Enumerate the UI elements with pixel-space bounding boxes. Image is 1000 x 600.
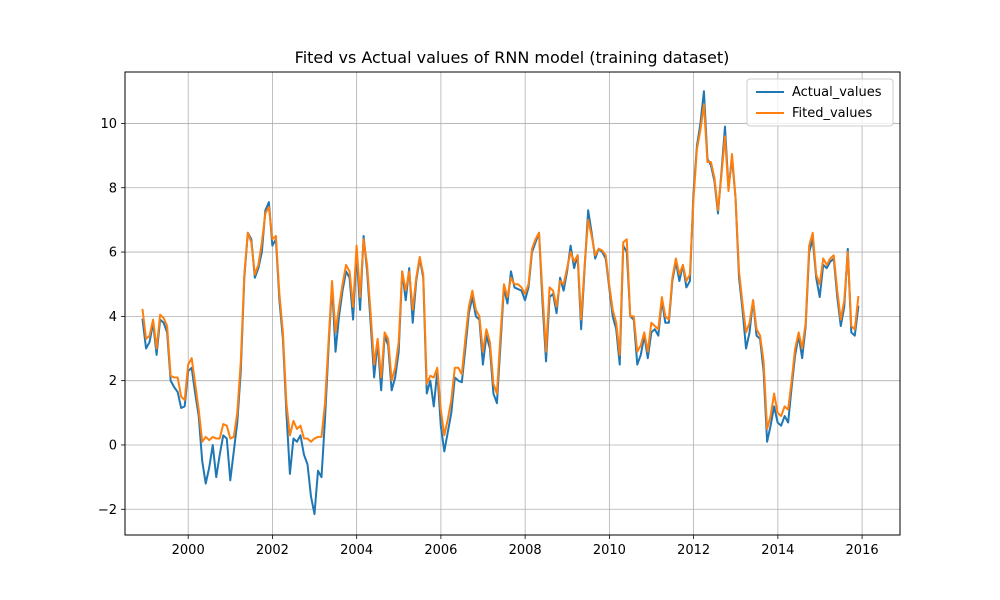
- legend-box: [746, 78, 894, 127]
- y-tick-label: 2: [109, 374, 117, 389]
- plot-area: [125, 72, 900, 535]
- y-tick-label: 8: [109, 181, 117, 196]
- legend-label-actual: Actual_values: [792, 85, 882, 100]
- gridlines: [125, 72, 900, 535]
- y-tick-label: 10: [100, 117, 117, 132]
- legend-label-fitted: Fited_values: [792, 106, 872, 121]
- x-tick-label: 2012: [677, 543, 710, 558]
- plot-frame: [124, 71, 901, 536]
- y-tick-label: 6: [109, 246, 117, 261]
- y-tick-label: 4: [109, 310, 117, 325]
- y-axis: −2 0 2 4 6 8 10: [98, 117, 125, 518]
- x-tick-label: 2010: [593, 543, 626, 558]
- y-tick-label: −2: [98, 503, 117, 518]
- x-tick-label: 2014: [761, 543, 794, 558]
- x-tick-label: 2016: [846, 543, 879, 558]
- x-tick-label: 2006: [424, 543, 457, 558]
- y-tick-label: 0: [109, 438, 117, 453]
- series-line-fited-values: [141, 103, 860, 443]
- x-tick-label: 2000: [172, 543, 205, 558]
- x-tick-label: 2004: [340, 543, 373, 558]
- chart-title: Fited vs Actual values of RNN model (tra…: [295, 48, 730, 67]
- series-layer: [141, 90, 860, 516]
- legend: Actual_values Fited_values: [746, 78, 894, 127]
- x-tick-label: 2002: [256, 543, 289, 558]
- x-tick-label: 2008: [509, 543, 542, 558]
- x-axis: 2000 2002 2004 2006 2008 2010 2012 2014 2016: [172, 535, 879, 558]
